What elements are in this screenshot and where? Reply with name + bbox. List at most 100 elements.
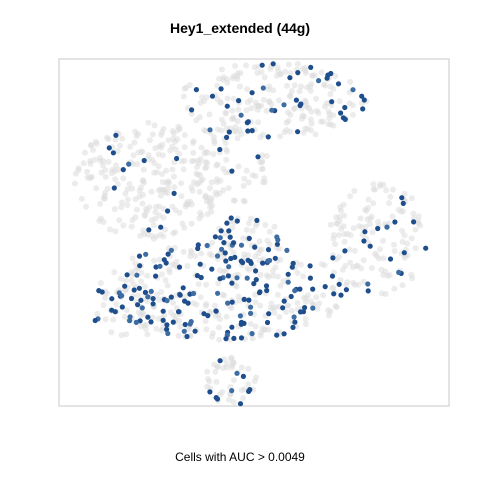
- background-cell-point: [119, 199, 126, 206]
- auc-positive-cell-point: [215, 290, 221, 296]
- background-cell-point: [230, 249, 237, 256]
- background-cell-point: [257, 332, 264, 339]
- auc-positive-cell-point: [401, 250, 407, 256]
- background-cell-point: [266, 241, 273, 248]
- auc-positive-cell-point: [293, 97, 299, 103]
- background-cell-point: [132, 196, 139, 203]
- background-cell-point: [350, 102, 356, 109]
- auc-positive-cell-point: [112, 309, 118, 315]
- background-cell-point: [217, 177, 224, 184]
- auc-positive-cell-point: [229, 280, 235, 286]
- auc-positive-cell-point: [194, 273, 200, 279]
- background-cell-point: [209, 330, 216, 337]
- background-cell-point: [126, 181, 133, 188]
- auc-positive-cell-point: [384, 224, 390, 230]
- background-cell-point: [178, 193, 185, 200]
- background-cell-point: [190, 149, 197, 156]
- auc-positive-cell-point: [241, 320, 247, 326]
- background-cell-point: [329, 284, 336, 291]
- auc-positive-cell-point: [218, 86, 224, 92]
- background-cell-point: [232, 124, 239, 131]
- auc-positive-cell-point: [136, 253, 143, 259]
- background-cell-point: [182, 203, 189, 210]
- background-cell-point: [135, 309, 142, 316]
- auc-positive-cell-point: [253, 268, 259, 274]
- background-cell-point: [288, 307, 295, 314]
- background-cell-point: [287, 92, 294, 99]
- chart-title: Hey1_extended (44g): [169, 20, 311, 36]
- auc-positive-cell-point: [343, 287, 349, 293]
- background-cell-point: [144, 331, 151, 338]
- background-cell-point: [88, 173, 95, 180]
- background-cell-point: [322, 82, 329, 89]
- background-cell-point: [307, 87, 314, 94]
- background-cell-point: [112, 176, 119, 183]
- auc-positive-cell-point: [265, 134, 271, 140]
- auc-positive-cell-point: [342, 104, 348, 111]
- background-cell-point: [110, 316, 117, 323]
- background-cell-point: [335, 232, 342, 239]
- background-cell-point: [360, 278, 367, 285]
- auc-positive-cell-point: [297, 286, 303, 292]
- background-cell-point: [358, 265, 365, 272]
- background-cell-point: [118, 204, 125, 211]
- background-cell-point: [162, 226, 168, 233]
- background-cell-point: [140, 166, 147, 173]
- auc-positive-cell-point: [331, 291, 337, 297]
- background-cell-point: [271, 309, 278, 316]
- background-cell-point: [276, 245, 283, 252]
- background-cell-point: [123, 307, 130, 314]
- background-cell-point: [235, 106, 242, 113]
- auc-positive-cell-point: [324, 75, 330, 81]
- background-cell-point: [132, 214, 139, 221]
- auc-positive-cell-point: [181, 328, 187, 334]
- auc-positive-cell-point: [120, 167, 126, 173]
- background-cell-point: [304, 104, 310, 111]
- auc-positive-cell-point: [298, 101, 304, 107]
- background-cell-point: [415, 218, 422, 225]
- background-cell-point: [224, 95, 231, 102]
- background-cell-point: [203, 94, 210, 101]
- auc-positive-cell-point: [190, 290, 197, 297]
- auc-positive-cell-point: [128, 295, 135, 302]
- background-cell-point: [252, 299, 259, 306]
- background-cell-point: [377, 246, 383, 253]
- background-cell-point: [316, 300, 323, 307]
- background-cell-point: [163, 179, 170, 186]
- background-cell-point: [151, 122, 158, 129]
- background-cell-point: [341, 212, 348, 219]
- background-cell-point: [152, 145, 159, 152]
- background-cell-point: [204, 159, 211, 166]
- background-cell-point: [144, 208, 150, 215]
- auc-positive-cell-point: [225, 300, 231, 306]
- background-cell-point: [171, 184, 178, 191]
- auc-positive-cell-point: [174, 155, 180, 162]
- auc-positive-cell-point: [187, 321, 193, 327]
- background-cell-point: [105, 136, 112, 143]
- auc-positive-cell-point: [207, 389, 213, 395]
- auc-positive-cell-point: [157, 263, 163, 269]
- background-cell-point: [365, 196, 372, 203]
- background-cell-point: [198, 250, 205, 257]
- auc-positive-cell-point: [274, 241, 280, 247]
- background-cell-point: [181, 144, 188, 151]
- background-cell-point: [128, 277, 135, 284]
- background-cell-point: [220, 365, 226, 371]
- background-cell-point: [170, 230, 177, 237]
- auc-positive-cell-point: [248, 310, 254, 316]
- background-cell-point: [312, 131, 319, 138]
- background-cell-point: [113, 162, 119, 169]
- auc-positive-cell-point: [111, 185, 117, 191]
- background-cell-point: [318, 69, 325, 76]
- background-cell-point: [108, 170, 115, 177]
- background-cell-point: [404, 240, 411, 247]
- background-cell-point: [162, 189, 169, 196]
- auc-positive-cell-point: [164, 322, 170, 328]
- auc-positive-cell-point: [212, 234, 218, 240]
- auc-positive-cell-point: [145, 294, 151, 300]
- auc-positive-cell-point: [269, 107, 275, 113]
- background-cell-point: [268, 300, 275, 307]
- background-cell-point: [142, 325, 149, 332]
- auc-positive-cell-point: [229, 324, 235, 330]
- background-cell-point: [159, 141, 166, 148]
